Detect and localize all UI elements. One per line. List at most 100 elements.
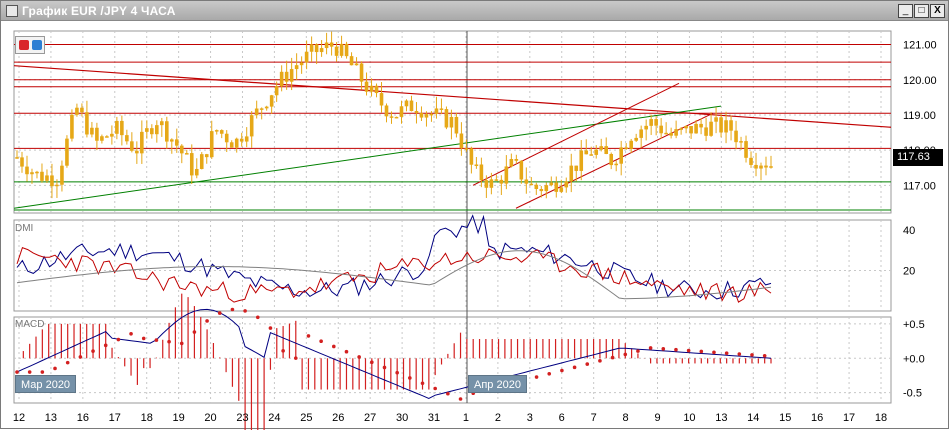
chart-canvas[interactable]: 121.00120.00119.00118.00117.004020+0.5+0…	[1, 22, 948, 430]
x-tick-label: 24	[268, 412, 280, 424]
candle-body	[619, 147, 623, 164]
candle-body	[489, 179, 494, 188]
macd-signal-dot	[762, 353, 767, 358]
candle-body	[359, 63, 364, 82]
candle-body	[474, 164, 479, 166]
macd-signal-dot	[636, 349, 640, 353]
close-button[interactable]: X	[930, 4, 945, 18]
candle-body	[95, 127, 99, 141]
macd-signal-dot	[560, 368, 564, 373]
macd-signal-dot	[408, 376, 412, 380]
candle-body	[404, 100, 409, 107]
macd-signal-dot	[737, 352, 742, 356]
candle-body	[284, 71, 289, 82]
candle-body	[204, 154, 209, 158]
candle-body	[160, 121, 164, 126]
candle-body	[15, 157, 19, 159]
macd-signal-dot	[370, 360, 374, 365]
macd-signal-dot	[205, 319, 209, 323]
macd-tick-label: +0.0	[903, 353, 925, 365]
candle-body	[244, 136, 249, 142]
candle-body	[120, 120, 124, 136]
x-tick-label: 9	[654, 412, 660, 424]
macd-signal-dot	[572, 365, 577, 370]
macd-tick-label: -0.5	[903, 388, 922, 400]
window-title: График EUR /JPY 4 ЧАСА	[22, 4, 176, 18]
candle-body	[464, 148, 469, 150]
x-tick-label: 27	[364, 412, 376, 424]
candle-body	[349, 56, 354, 66]
candle-body	[739, 141, 743, 143]
candle-body	[524, 179, 529, 184]
macd-signal-dot	[192, 330, 197, 334]
candle-body	[719, 117, 723, 133]
candle-body	[209, 131, 214, 158]
candle-body	[584, 150, 589, 155]
candle-body	[429, 113, 434, 116]
candle-body	[514, 159, 519, 161]
candle-body	[274, 86, 279, 96]
macd-signal-dot	[446, 391, 450, 396]
candle-body	[304, 51, 309, 63]
candle-body	[309, 44, 314, 52]
candle-body	[45, 175, 49, 181]
candle-body	[145, 128, 149, 132]
candle-body	[614, 163, 619, 166]
x-tick-label: 13	[715, 412, 727, 424]
dmi-minus-line	[16, 246, 772, 303]
axes: 121.00120.00119.00118.00117.004020+0.5+0…	[13, 40, 937, 424]
candle-body	[65, 138, 69, 166]
candle-body	[579, 150, 584, 171]
title-bar[interactable]: График EUR /JPY 4 ЧАСА _ □ X	[1, 1, 948, 21]
candle-body	[80, 107, 84, 113]
x-tick-label: 15	[779, 412, 791, 424]
candle-body	[454, 116, 459, 134]
macd-signal-dot	[686, 348, 691, 353]
candles	[15, 31, 773, 199]
candle-body	[389, 116, 394, 118]
candle-body	[554, 182, 559, 192]
candle-body	[249, 115, 254, 137]
candle-body	[40, 171, 44, 181]
x-tick-label: 1	[463, 412, 469, 424]
candle-body	[714, 117, 718, 122]
candle-body	[559, 187, 564, 192]
macd-signal-dot	[458, 397, 463, 401]
macd-signal-dot	[103, 343, 108, 348]
candle-body	[105, 136, 109, 138]
minimize-button[interactable]: _	[898, 4, 913, 18]
candle-body	[769, 166, 773, 168]
price-tick-label: 119.00	[903, 110, 936, 122]
candle-body	[609, 153, 614, 166]
macd-pane	[14, 293, 891, 430]
x-tick-label: 18	[141, 412, 153, 424]
candle-body	[165, 121, 169, 142]
candle-body	[189, 153, 194, 176]
macd-line	[16, 308, 772, 399]
candle-body	[689, 126, 693, 134]
candle-body	[369, 85, 374, 92]
candle-body	[259, 108, 264, 110]
macd-signal-dot	[40, 370, 45, 374]
candle-body	[184, 153, 189, 155]
candle-body	[140, 131, 144, 154]
candle-body	[764, 165, 768, 168]
candle-body	[169, 139, 174, 142]
candle-body	[234, 138, 239, 148]
x-tick-label: 19	[173, 412, 185, 424]
macd-signal-dot	[65, 360, 70, 365]
candle-body	[674, 129, 678, 136]
candle-body	[499, 179, 504, 184]
macd-signal-dot	[91, 349, 95, 353]
x-tick-label: 26	[332, 412, 344, 424]
candle-body	[364, 81, 369, 92]
x-tick-label: 13	[45, 412, 57, 424]
candle-body	[649, 119, 653, 126]
color-toggle-button[interactable]	[15, 36, 45, 54]
candle-body	[314, 44, 319, 53]
candle-body	[219, 130, 224, 134]
candle-body	[384, 105, 389, 117]
candle-body	[634, 137, 638, 141]
price-tick-label: 120.00	[903, 75, 937, 87]
maximize-button[interactable]: □	[914, 4, 929, 18]
